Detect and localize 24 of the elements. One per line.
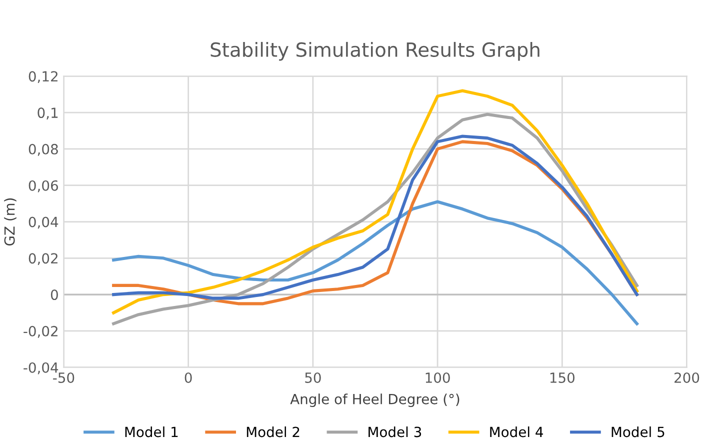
x-axis-title: Angle of Heel Degree (°): [290, 394, 460, 408]
y-axis-title: GZ (m): [4, 198, 16, 246]
x-tick-label: 0: [184, 372, 192, 383]
y-tick-label: 0,1: [38, 108, 58, 120]
y-tick-label: 0,06: [28, 180, 58, 192]
y-tick-label: 0,04: [28, 216, 58, 229]
line-series: [112, 200, 638, 326]
legend-label: Model 4: [490, 426, 543, 438]
x-tick-label: 50: [305, 372, 321, 383]
legend-label: Model 2: [246, 426, 300, 438]
chart-title: Stability Simulation Results Graph: [210, 42, 540, 61]
x-tick-label: 100: [426, 372, 450, 383]
y-tick-label: -0,02: [24, 326, 58, 338]
y-tick-label: -0,04: [24, 362, 58, 374]
legend-label: Model 1: [125, 426, 178, 438]
x-tick-label: 200: [674, 372, 700, 383]
y-tick-label: 0,12: [28, 71, 58, 84]
x-tick-label: 150: [550, 372, 574, 383]
x-tick-label: -50: [53, 372, 74, 383]
legend-label: Model 3: [368, 426, 422, 438]
y-tick-label: 0,08: [28, 144, 58, 156]
y-tick-label: 0,02: [28, 253, 58, 266]
y-tick-label: 0: [50, 290, 58, 300]
legend-label: Model 5: [612, 426, 664, 438]
